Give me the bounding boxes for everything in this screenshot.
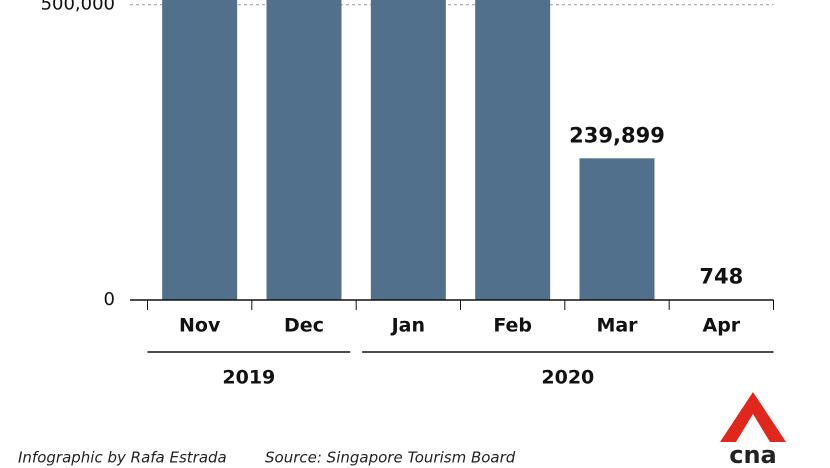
x-tick-label: Feb	[493, 315, 532, 337]
y-tick-label: 500,000	[41, 0, 115, 15]
bar	[579, 158, 655, 300]
source: Source: Singapore Tourism Board	[265, 449, 516, 467]
y-tick-label: 0	[104, 289, 115, 310]
credit: Infographic by Rafa Estrada	[18, 449, 227, 467]
logo: cna	[720, 392, 786, 468]
x-tick-label: Jan	[390, 315, 425, 337]
bar	[475, 0, 551, 300]
x-tick-label: Dec	[284, 315, 324, 337]
group-label: 2019	[222, 367, 275, 389]
logo-text: cna	[729, 441, 777, 468]
bar	[162, 0, 238, 300]
value-label: 239,899	[569, 123, 665, 147]
bar	[266, 0, 342, 300]
group-label: 2020	[541, 367, 594, 389]
bar	[370, 0, 446, 300]
x-tick-label: Nov	[179, 315, 221, 337]
x-tick-label: Apr	[702, 315, 740, 337]
value-label: 748	[699, 265, 743, 289]
x-tick-label: Mar	[596, 315, 638, 337]
